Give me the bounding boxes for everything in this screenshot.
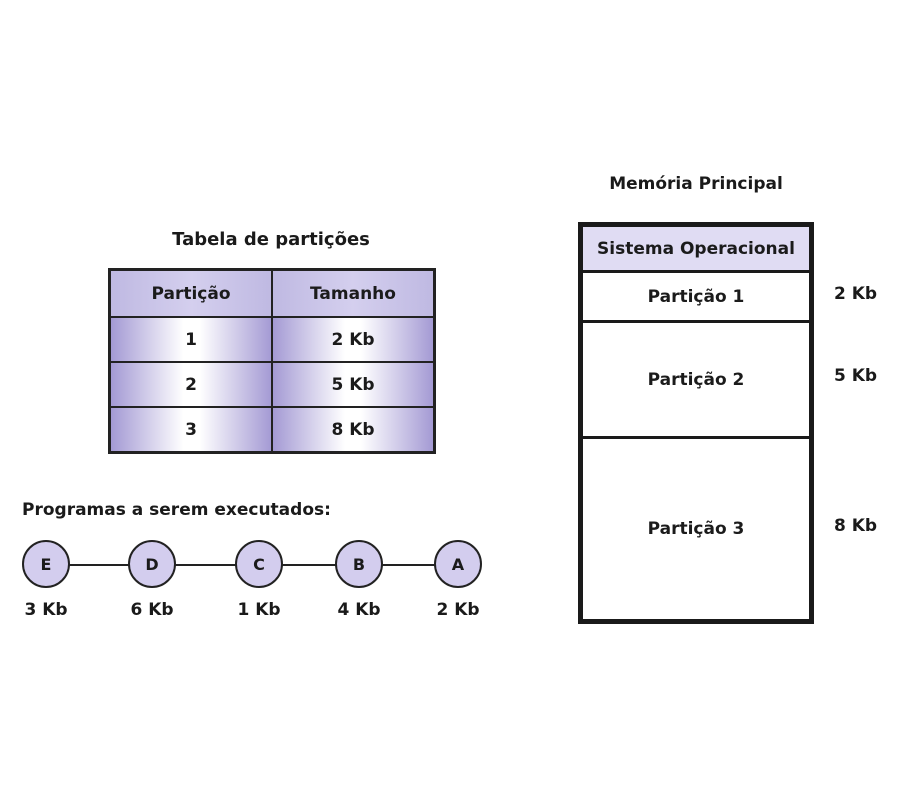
partition-table-title: Tabela de partições — [172, 229, 370, 250]
programs-title: Programas a serem executados: — [22, 500, 331, 520]
cell-partition: 3 — [108, 406, 273, 454]
program-size: 2 Kb — [436, 600, 480, 620]
partition-table-header-row: Partição Tamanho — [108, 268, 436, 318]
table-row: 2 5 Kb — [108, 361, 436, 408]
cell-partition: 1 — [108, 316, 273, 363]
memory-partition-1-size: 2 Kb — [834, 284, 878, 304]
table-row: 3 8 Kb — [108, 406, 436, 454]
column-header-size: Tamanho — [271, 268, 436, 318]
partition-table: Partição Tamanho 1 2 Kb 2 5 Kb 3 8 Kb — [108, 268, 436, 454]
main-memory-block: Sistema Operacional Partição 1 Partição … — [578, 222, 814, 624]
memory-partition-3: Partição 3 — [647, 519, 745, 539]
program-node-c: C 1 Kb — [233, 540, 285, 620]
table-row: 1 2 Kb — [108, 316, 436, 363]
memory-title: Memória Principal — [609, 174, 783, 194]
os-segment: Sistema Operacional — [583, 227, 809, 273]
cell-size: 2 Kb — [271, 316, 436, 363]
program-circle: D — [128, 540, 176, 588]
memory-partition-1: Partição 1 — [583, 273, 809, 323]
program-node-a: A 2 Kb — [432, 540, 484, 620]
program-size: 4 Kb — [337, 600, 381, 620]
program-circle: C — [235, 540, 283, 588]
memory-partition-2: Partição 2 — [583, 323, 809, 439]
program-size: 3 Kb — [24, 600, 68, 620]
program-circle: A — [434, 540, 482, 588]
cell-size: 8 Kb — [271, 406, 436, 454]
cell-size: 5 Kb — [271, 361, 436, 408]
program-circle: E — [22, 540, 70, 588]
program-circle: B — [335, 540, 383, 588]
program-node-d: D 6 Kb — [126, 540, 178, 620]
column-header-partition: Partição — [108, 268, 273, 318]
memory-partition-3-size: 8 Kb — [834, 516, 878, 536]
program-size: 1 Kb — [237, 600, 281, 620]
program-node-b: B 4 Kb — [333, 540, 385, 620]
program-size: 6 Kb — [130, 600, 174, 620]
program-node-e: E 3 Kb — [20, 540, 72, 620]
cell-partition: 2 — [108, 361, 273, 408]
memory-partition-2-size: 5 Kb — [834, 366, 878, 386]
